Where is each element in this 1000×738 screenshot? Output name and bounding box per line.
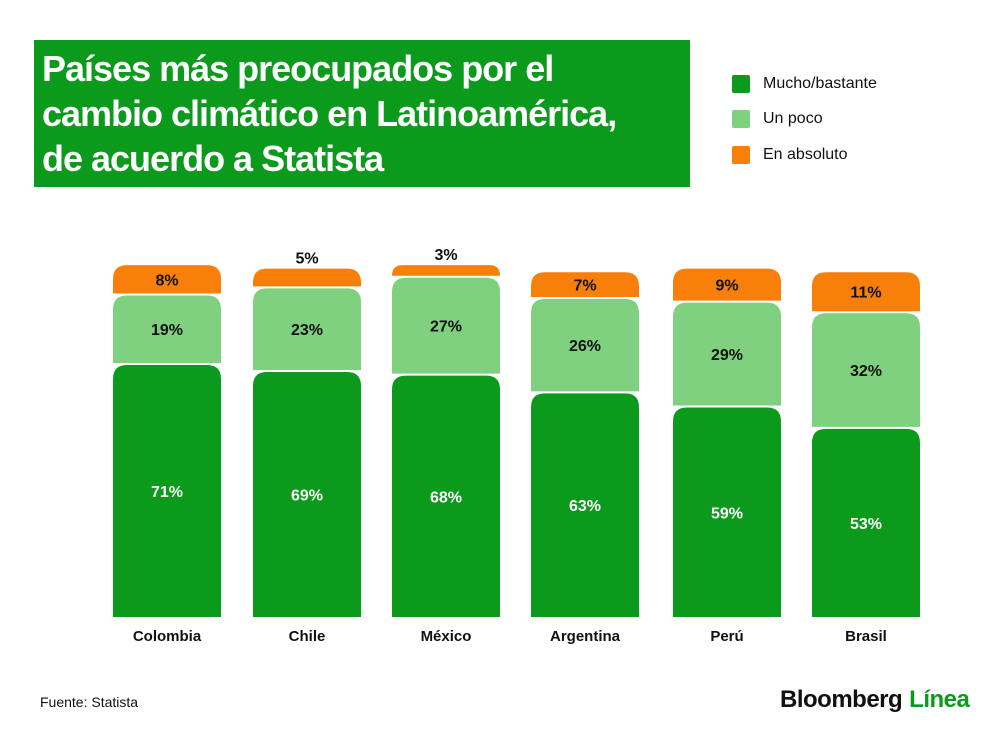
data-label-chile-un-poco: 23%	[291, 322, 323, 339]
data-label-argentina-un-poco: 26%	[569, 338, 601, 355]
bar-chile-un-poco	[253, 288, 361, 371]
data-label-peru-un-poco: 29%	[711, 347, 743, 364]
data-label-chile-en-absoluto: 5%	[295, 251, 318, 268]
brand-suffix: Línea	[909, 686, 970, 713]
category-label-argentina: Argentina	[550, 628, 621, 645]
bar-chile-en-absoluto	[253, 268, 361, 287]
brand-logo: Bloomberg Línea	[780, 686, 970, 714]
source-note: Fuente: Statista	[40, 694, 139, 710]
brand-name: Bloomberg	[780, 686, 903, 713]
bar-brasil-mucho-bastante	[812, 428, 920, 617]
category-label-peru: Perú	[710, 628, 743, 645]
legend-swatch-poco	[732, 110, 750, 129]
legend: Mucho/bastante Un poco En absoluto	[732, 66, 877, 173]
legend-item-absoluto: En absoluto	[732, 137, 877, 173]
data-label-colombia-un-poco: 19%	[151, 322, 183, 339]
legend-item-mucho: Mucho/bastante	[732, 66, 877, 102]
data-label-mexico-en-absoluto: 3%	[434, 247, 457, 264]
legend-swatch-mucho	[732, 74, 750, 93]
bar-mexico-un-poco	[392, 277, 500, 374]
bar-brasil-en-absoluto	[812, 272, 920, 312]
legend-item-poco: Un poco	[732, 102, 877, 138]
title-line-1: Países más preocupados por el	[42, 48, 554, 89]
data-label-brasil-un-poco: 32%	[850, 363, 882, 380]
data-label-peru-en-absoluto: 9%	[715, 278, 738, 295]
bar-argentina-en-absoluto	[531, 272, 639, 298]
data-label-colombia-en-absoluto: 8%	[155, 272, 178, 289]
data-label-argentina-en-absoluto: 7%	[573, 278, 596, 295]
data-label-mexico-mucho-bastante: 68%	[430, 489, 462, 506]
bar-colombia-mucho-bastante	[113, 364, 221, 617]
category-label-colombia: Colombia	[133, 628, 202, 645]
data-label-chile-mucho-bastante: 69%	[291, 488, 323, 505]
data-label-colombia-mucho-bastante: 71%	[151, 484, 183, 501]
category-label-brasil: Brasil	[845, 628, 887, 645]
legend-swatch-absoluto	[732, 145, 750, 164]
legend-label-mucho: Mucho/bastante	[763, 74, 877, 92]
bar-peru-en-absoluto	[673, 268, 781, 301]
title-line-2: cambio climático en Latinoamérica,	[42, 93, 617, 134]
bar-mexico-en-absoluto	[392, 265, 500, 276]
bar-mexico-mucho-bastante	[392, 375, 500, 617]
legend-label-poco: Un poco	[763, 110, 823, 128]
data-label-peru-mucho-bastante: 59%	[711, 505, 743, 522]
data-label-brasil-mucho-bastante: 53%	[850, 516, 882, 533]
chart-title: Países más preocupados por el cambio cli…	[34, 40, 690, 187]
data-label-brasil-en-absoluto: 11%	[850, 285, 881, 302]
bar-argentina-un-poco	[531, 299, 639, 392]
legend-label-absoluto: En absoluto	[763, 145, 848, 163]
bar-colombia-un-poco	[113, 295, 221, 363]
bar-argentina-mucho-bastante	[531, 393, 639, 617]
data-label-mexico-un-poco: 27%	[430, 319, 462, 336]
bar-colombia-en-absoluto	[113, 265, 221, 294]
bar-chile-mucho-bastante	[253, 372, 361, 617]
data-label-argentina-mucho-bastante: 63%	[569, 498, 601, 515]
bar-peru-un-poco	[673, 302, 781, 406]
bar-peru-mucho-bastante	[673, 407, 781, 617]
category-label-chile: Chile	[289, 628, 326, 645]
category-label-mexico: México	[421, 628, 472, 645]
title-line-3: de acuerdo a Statista	[42, 138, 384, 179]
bar-brasil-un-poco	[812, 313, 920, 427]
